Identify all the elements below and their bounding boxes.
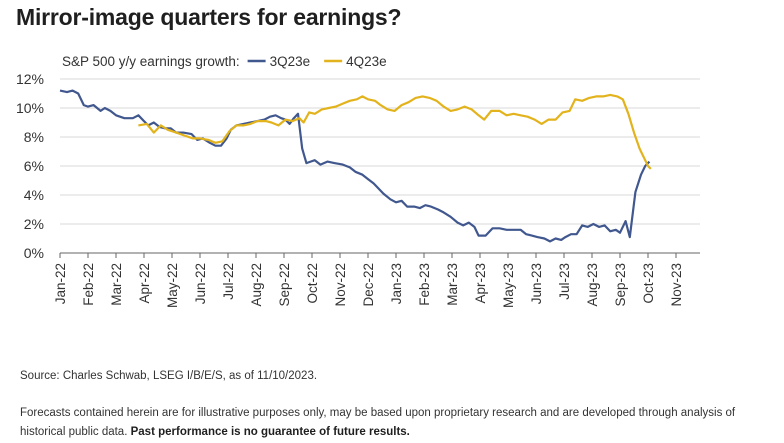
x-tick-label: Mar-22	[109, 263, 124, 306]
x-tick-label: Sep-23	[613, 263, 628, 307]
x-tick-label: Feb-22	[81, 263, 96, 306]
x-tick-label: Oct-22	[305, 263, 320, 304]
x-tick-label: Jul-23	[557, 263, 572, 300]
x-tick-label: Jun-22	[193, 263, 208, 304]
x-tick-label: Nov-23	[669, 263, 684, 307]
y-axis: 0% 2% 4% 6% 8% 10% 12%	[16, 71, 44, 261]
x-tick-label: Oct-23	[641, 263, 656, 304]
x-tick-label: Sep-22	[277, 263, 292, 307]
disclaimer: Forecasts contained herein are for illus…	[20, 404, 775, 442]
y-tick-label: 10%	[16, 100, 44, 116]
gridlines	[60, 78, 700, 254]
chart-title: Mirror-image quarters for earnings?	[16, 4, 402, 30]
y-tick-label: 4%	[24, 187, 44, 203]
disclaimer-text: Forecasts contained herein are for illus…	[20, 407, 736, 438]
series-lines	[59, 89, 652, 243]
x-tick-label: Jan-23	[389, 263, 404, 304]
x-tick-label: Jun-23	[529, 263, 544, 304]
disclaimer-bold: Past performance is no guarantee of futu…	[130, 426, 410, 438]
x-tick-label: Aug-22	[249, 263, 264, 307]
legend: S&P 500 y/y earnings growth: 3Q23e 4Q23e	[62, 54, 387, 69]
x-tick-label: May-22	[165, 263, 180, 308]
y-tick-label: 6%	[24, 158, 44, 174]
y-tick-label: 2%	[24, 216, 44, 232]
source-note: Source: Charles Schwab, LSEG I/B/E/S, as…	[20, 370, 318, 382]
x-tick-label: Aug-23	[585, 263, 600, 307]
legend-label: 4Q23e	[346, 54, 387, 69]
y-tick-label: 12%	[16, 71, 44, 87]
y-tick-label: 0%	[24, 245, 44, 261]
x-tick-label: Dec-22	[361, 263, 376, 307]
x-tick-label: Mar-23	[445, 263, 460, 306]
y-tick-label: 8%	[24, 129, 44, 145]
x-tick-label: Nov-22	[333, 263, 348, 307]
x-tick-label: May-23	[501, 263, 516, 308]
line-chart: 0% 2% 4% 6% 8% 10% 12% Jan-22 Feb-22 Mar-22 Apr-2…	[16, 54, 700, 308]
x-tick-label: Jan-22	[53, 263, 68, 304]
legend-title: S&P 500 y/y earnings growth:	[62, 54, 240, 69]
x-tick-label: Apr-23	[473, 263, 488, 304]
series-line-4q23e	[138, 93, 652, 170]
x-tick-label: Jul-22	[221, 263, 236, 300]
x-tick-label: Apr-22	[137, 263, 152, 304]
legend-label: 3Q23e	[270, 54, 311, 69]
x-axis: Jan-22 Feb-22 Mar-22 Apr-22 May-22 Jun-22 Jul-…	[53, 253, 684, 308]
x-tick-label: Feb-23	[417, 263, 432, 306]
